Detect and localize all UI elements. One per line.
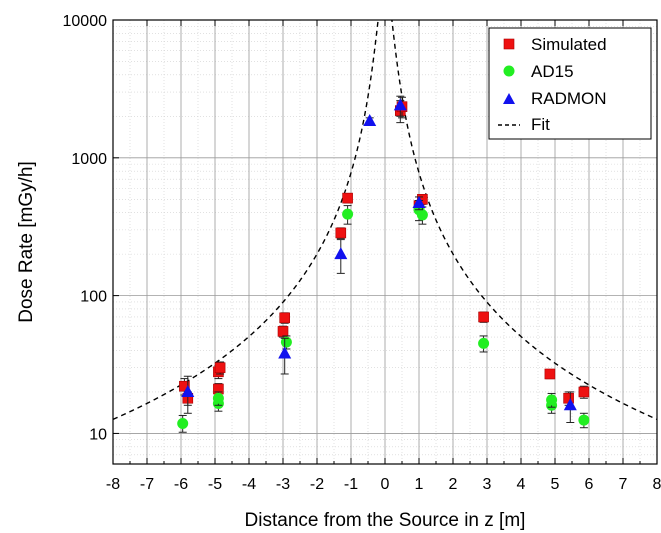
legend-radmon-label: RADMON (531, 89, 607, 108)
marker-square (342, 192, 353, 204)
x-axis-label: Distance from the Source in z [m] (245, 510, 526, 531)
marker-square (544, 368, 556, 380)
x-tick-label: 0 (381, 476, 390, 493)
x-tick-label: 2 (449, 476, 458, 493)
legend-ad15-label: AD15 (531, 62, 574, 81)
radmon-point (563, 391, 577, 424)
x-tick-label: 1 (415, 476, 424, 493)
marker-square (335, 227, 347, 239)
x-tick-label: -1 (344, 476, 358, 493)
x-tick-label: -4 (242, 476, 256, 493)
y-axis-label: Dose Rate [mGy/h] (16, 161, 37, 323)
marker-square (214, 362, 226, 373)
x-tick-label: 7 (619, 476, 628, 493)
legend-fit-label: Fit (531, 115, 550, 134)
y-tick-label: 10 (89, 426, 107, 443)
fit-layer (113, 20, 657, 421)
simulated-point (578, 385, 590, 399)
data-layer (177, 95, 590, 433)
marker-circle (212, 392, 224, 404)
marker-circle (177, 418, 189, 430)
marker-triangle (393, 98, 407, 111)
x-tick-label: 6 (585, 476, 594, 493)
simulated-point (544, 368, 556, 380)
ad15-point (478, 335, 490, 353)
legend-ad15-marker (503, 65, 515, 77)
radmon-point (181, 375, 195, 414)
x-tick-label: 3 (483, 476, 492, 493)
marker-circle (342, 208, 354, 220)
ad15-point (177, 414, 189, 433)
marker-square (578, 386, 590, 398)
marker-circle (416, 209, 428, 221)
simulated-point (214, 361, 226, 375)
y-tick-label: 10000 (63, 13, 108, 30)
marker-triangle (181, 384, 195, 397)
radmon-point (412, 195, 426, 211)
simulated-point (279, 312, 291, 324)
legend-simulated-label: Simulated (531, 35, 607, 54)
x-tick-label: 4 (517, 476, 526, 493)
x-tick-label: 8 (653, 476, 661, 493)
simulated-point (478, 311, 489, 323)
fit-curve (113, 20, 657, 421)
x-tick-label: -2 (310, 476, 324, 493)
tick-marks (112, 19, 658, 464)
radmon-point (363, 113, 377, 126)
marker-circle (478, 337, 490, 349)
y-tick-label: 1000 (71, 151, 107, 168)
ad15-point (546, 392, 558, 408)
radmon-point (278, 337, 292, 375)
x-tick-label: 5 (551, 476, 560, 493)
marker-triangle (363, 113, 377, 126)
marker-triangle (278, 346, 292, 359)
legend-radmon-marker (503, 93, 515, 104)
radmon-point (334, 239, 348, 274)
x-tick-label: -6 (174, 476, 188, 493)
legend: Simulated AD15 RADMON Fit (488, 27, 652, 140)
marker-circle (280, 336, 292, 348)
legend-simulated-marker (503, 38, 515, 50)
marker-triangle (334, 247, 348, 260)
y-tick-label: 100 (80, 289, 107, 306)
marker-circle (578, 414, 590, 426)
marker-circle (546, 394, 558, 406)
ad15-point (212, 391, 224, 406)
x-tick-label: -5 (208, 476, 222, 493)
legend-box (488, 27, 652, 140)
tick-labels: -8 -7 -6 -5 -4 -3 -2 -1 0 1 2 3 4 5 6 7 8 10 100 1000 10000 (63, 13, 661, 493)
x-tick-label: -8 (106, 476, 120, 493)
x-tick-label: -7 (140, 476, 154, 493)
radmon-point (393, 95, 407, 117)
ad15-point (342, 205, 354, 225)
ad15-point (578, 412, 590, 429)
marker-square (478, 311, 489, 323)
marker-triangle (412, 195, 426, 208)
marker-square (277, 326, 289, 337)
marker-triangle (563, 398, 577, 411)
x-tick-label: -3 (276, 476, 290, 493)
simulated-point (342, 192, 353, 204)
marker-square (279, 312, 291, 324)
simulated-point (335, 227, 347, 239)
